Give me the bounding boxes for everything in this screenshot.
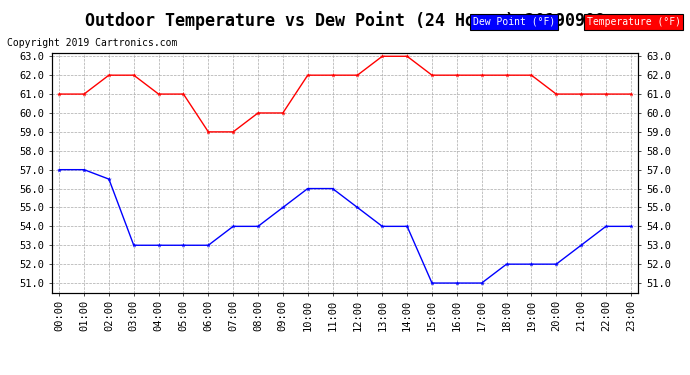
Text: Copyright 2019 Cartronics.com: Copyright 2019 Cartronics.com [7, 38, 177, 48]
Text: Temperature (°F): Temperature (°F) [586, 17, 680, 27]
Text: Outdoor Temperature vs Dew Point (24 Hours) 20190908: Outdoor Temperature vs Dew Point (24 Hou… [85, 11, 605, 30]
Text: Dew Point (°F): Dew Point (°F) [473, 17, 555, 27]
